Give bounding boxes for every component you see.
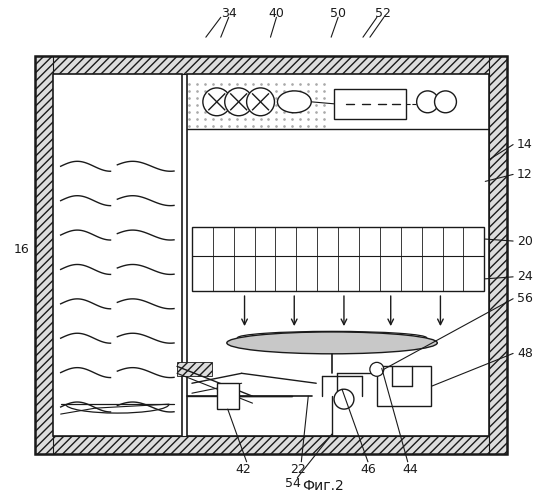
- Circle shape: [370, 362, 384, 376]
- Text: 48: 48: [517, 347, 533, 360]
- Circle shape: [203, 88, 231, 116]
- Bar: [334, 89, 406, 119]
- Bar: [489, 56, 507, 454]
- Circle shape: [434, 91, 456, 113]
- Bar: [53, 74, 182, 436]
- Bar: [217, 383, 239, 409]
- Text: 54: 54: [285, 477, 301, 490]
- Circle shape: [417, 91, 439, 113]
- Text: 42: 42: [236, 463, 251, 476]
- Text: 46: 46: [360, 463, 376, 476]
- Circle shape: [225, 88, 253, 116]
- Text: 50: 50: [330, 7, 346, 20]
- Text: 44: 44: [403, 463, 418, 476]
- Bar: [35, 56, 507, 74]
- Bar: [187, 74, 489, 436]
- Ellipse shape: [227, 332, 437, 354]
- Ellipse shape: [278, 91, 311, 113]
- Bar: [377, 366, 432, 406]
- Text: 20: 20: [517, 235, 533, 248]
- Bar: [35, 56, 507, 454]
- Text: 22: 22: [291, 463, 306, 476]
- Text: Фиг.2: Фиг.2: [302, 479, 344, 493]
- Text: 12: 12: [517, 168, 533, 181]
- Text: 40: 40: [269, 7, 285, 20]
- Bar: [177, 362, 212, 376]
- Text: 24: 24: [517, 270, 533, 283]
- Text: 56: 56: [517, 292, 533, 305]
- Text: 34: 34: [221, 7, 236, 20]
- Circle shape: [247, 88, 274, 116]
- Bar: [35, 56, 53, 454]
- Text: 52: 52: [375, 7, 391, 20]
- Circle shape: [334, 389, 354, 409]
- Text: 16: 16: [14, 244, 30, 256]
- Bar: [192, 227, 484, 291]
- Text: 14: 14: [517, 138, 533, 151]
- Bar: [35, 436, 507, 454]
